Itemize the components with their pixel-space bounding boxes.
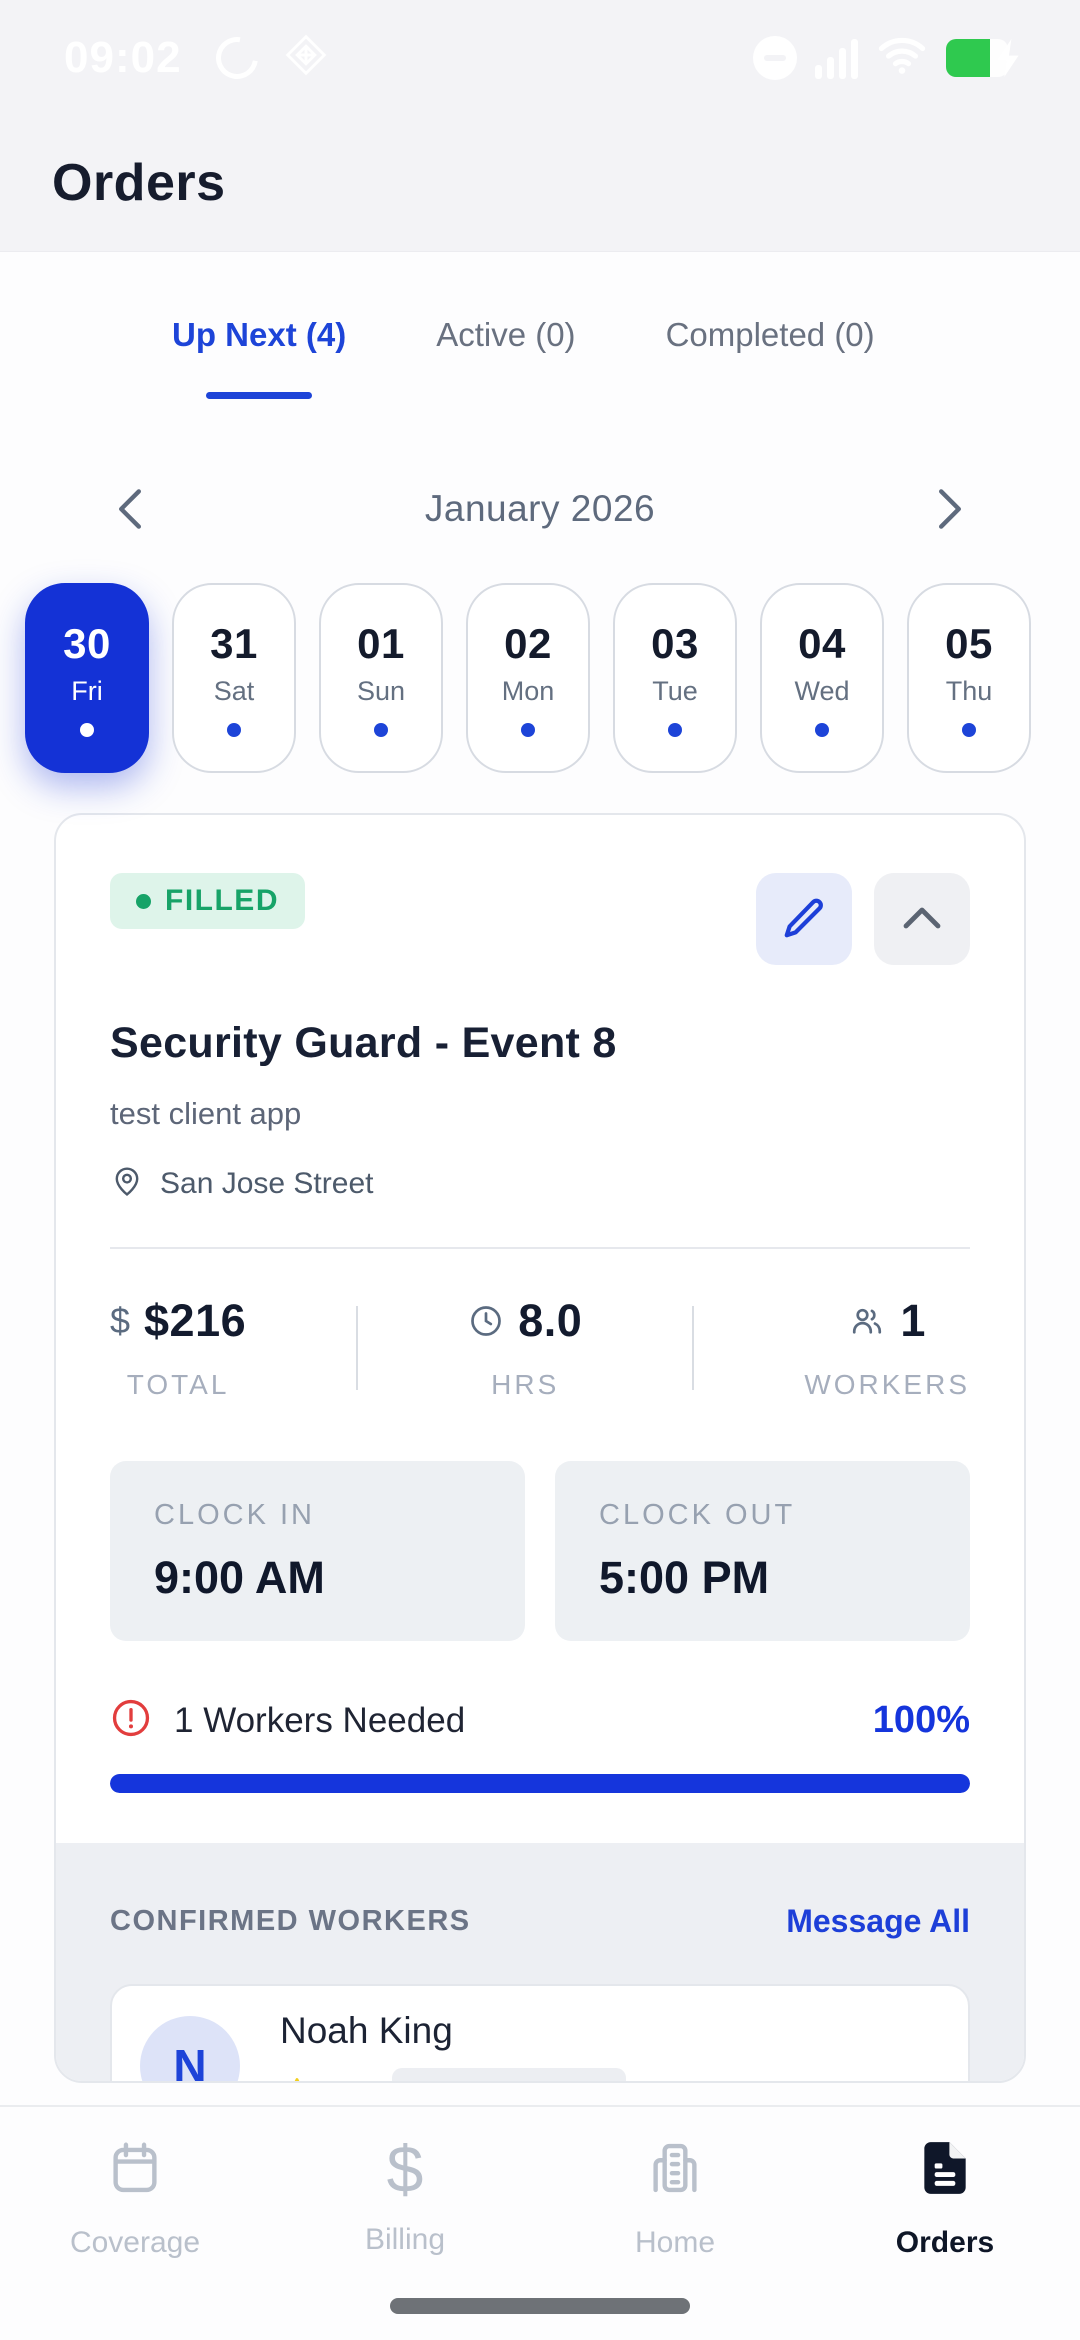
prev-month-chevron-icon[interactable]: [108, 487, 152, 531]
order-location: San Jose Street: [110, 1164, 970, 1203]
day-pill-31[interactable]: 31 Sat: [172, 583, 296, 773]
worker-status-badge: CONFIRMED: [392, 2068, 626, 2081]
message-all-link[interactable]: Message All: [786, 1903, 970, 1939]
charging-bolt-icon: [994, 38, 1024, 82]
edit-order-button[interactable]: [756, 873, 852, 965]
active-tab-underline: [206, 392, 313, 399]
date-carousel: 30 Fri 31 Sat 01 Sun 02 Mon 03 Tue 04 We…: [0, 531, 1080, 773]
clock-out-box: CLOCK OUT 5:00 PM: [555, 1461, 970, 1641]
wifi-icon: [876, 33, 928, 82]
sync-spinner-icon: [207, 28, 266, 87]
fill-progress-value: [110, 1774, 970, 1793]
divider: [110, 1247, 970, 1249]
worker-card[interactable]: N Noah King 4.5 CONFIRMED: [110, 1984, 970, 2081]
order-card: FILLED Security Guard - Event 8: [54, 813, 1026, 2083]
nav-item-coverage[interactable]: Coverage: [0, 2137, 270, 2260]
home-indicator[interactable]: [390, 2298, 690, 2314]
event-dot-icon: [521, 722, 535, 737]
avatar: N: [140, 2015, 240, 2081]
status-dot-icon: [136, 893, 151, 909]
order-title: Security Guard - Event 8: [110, 1019, 617, 1067]
confirmed-workers-label: CONFIRMED WORKERS: [110, 1905, 471, 1937]
day-pill-01[interactable]: 01 Sun: [319, 583, 443, 773]
chevron-up-icon: [902, 904, 942, 935]
event-dot-icon: [374, 722, 388, 737]
day-pill-04[interactable]: 04 Wed: [760, 583, 884, 773]
nav-item-billing[interactable]: $ Billing: [364, 2132, 446, 2256]
day-pill-05[interactable]: 05 Thu: [907, 583, 1031, 773]
event-dot-icon: [962, 722, 976, 737]
battery-icon: [946, 38, 1024, 78]
divider: [356, 1306, 359, 1390]
divider: [692, 1306, 695, 1390]
tab-bar: Up Next (4) Active (0) Completed (0): [0, 252, 1080, 399]
workers-needed-row: 1 Workers Needed 100%: [110, 1697, 970, 1744]
diamond-notification-icon: [284, 33, 328, 82]
status-badge: FILLED: [110, 873, 305, 929]
day-pill-30[interactable]: 30 Fri: [25, 583, 149, 773]
cellular-signal-icon: [815, 37, 858, 79]
tab-completed[interactable]: Completed (0): [665, 316, 875, 353]
workers-needed-label: 1 Workers Needed: [174, 1700, 466, 1740]
event-dot-icon: [80, 722, 94, 737]
day-pill-03[interactable]: 03 Tue: [613, 583, 737, 773]
order-client: test client app: [110, 1096, 302, 1131]
alert-circle-icon: [110, 1697, 152, 1744]
do-not-disturb-icon: [753, 35, 797, 80]
stat-total: $ $216 TOTAL: [110, 1295, 247, 1400]
dollar-icon: $: [386, 2132, 424, 2206]
fill-progress-bar: [110, 1774, 970, 1793]
worker-name: Noah King: [280, 2010, 453, 2051]
pencil-icon: [781, 895, 827, 944]
clock-icon: [468, 1303, 504, 1339]
event-dot-icon: [227, 722, 241, 737]
page-title: Orders: [52, 154, 226, 212]
star-icon: [280, 2075, 314, 2081]
location-pin-icon: [110, 1164, 144, 1203]
clock-in-box: CLOCK IN 9:00 AM: [110, 1461, 525, 1641]
tab-up-next[interactable]: Up Next (4): [172, 316, 346, 399]
calendar-icon: [104, 2137, 166, 2204]
status-time: 09:02: [64, 32, 182, 82]
document-icon: [914, 2137, 976, 2204]
dollar-icon: $: [110, 1300, 131, 1341]
building-icon: [644, 2137, 706, 2204]
collapse-card-button[interactable]: [874, 873, 970, 965]
nav-item-home[interactable]: Home: [540, 2137, 810, 2260]
confirmed-workers-section: CONFIRMED WORKERS Message All N Noah Kin…: [56, 1843, 1024, 2081]
stat-hours: 8.0 HRS: [468, 1295, 582, 1401]
month-label: January 2026: [424, 488, 656, 529]
month-navigation: January 2026: [0, 399, 1080, 531]
next-month-chevron-icon[interactable]: [928, 487, 972, 531]
event-dot-icon: [815, 722, 829, 737]
nav-item-orders[interactable]: Orders: [810, 2137, 1080, 2260]
stat-workers: 1 WORKERS: [804, 1295, 971, 1400]
status-bar: 09:02: [0, 0, 1080, 105]
day-pill-02[interactable]: 02 Mon: [466, 583, 590, 773]
worker-rating: 4.5: [326, 2078, 366, 2081]
order-stats: $ $216 TOTAL 8.0: [110, 1295, 970, 1401]
header-area: 09:02: [0, 0, 1080, 252]
event-dot-icon: [668, 722, 682, 737]
fill-percentage: 100%: [872, 1699, 970, 1741]
people-icon: [848, 1303, 886, 1339]
tab-active[interactable]: Active (0): [436, 316, 576, 353]
